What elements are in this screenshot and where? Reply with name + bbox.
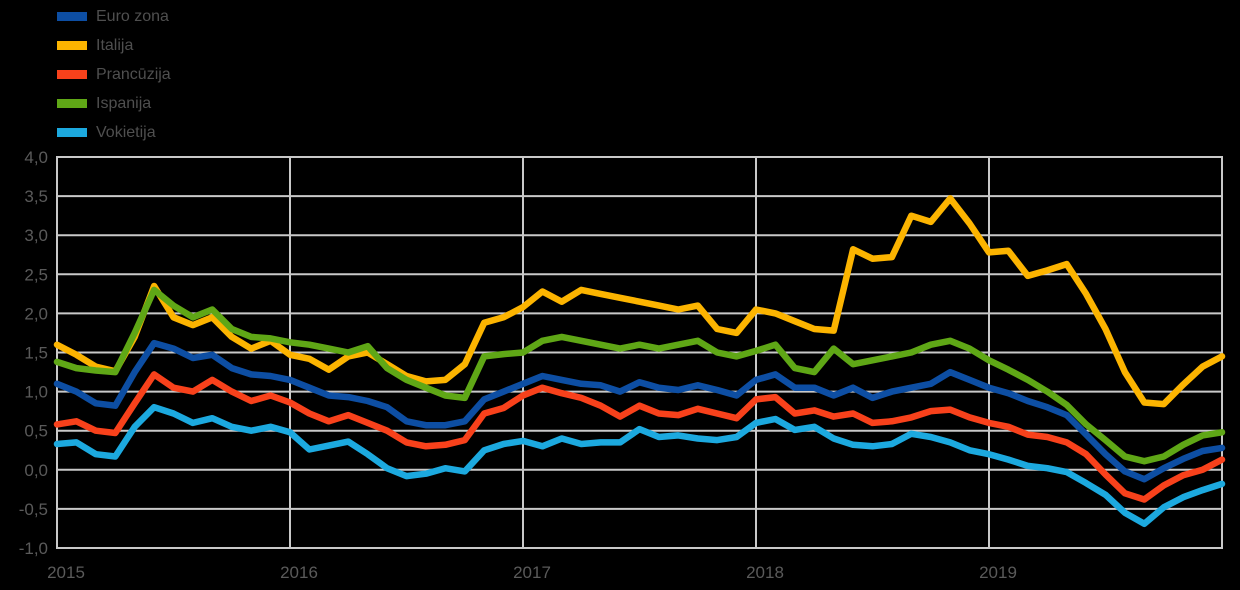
y-axis-labels: 4,0 3,5 3,0 2,5 2,0 1,5 1,0 0,5 0,0 -0,5 -1,0 <box>19 148 48 558</box>
legend-swatch-france-icon <box>57 70 87 79</box>
legend-item-france: Prancūzija <box>57 60 171 89</box>
x-tick-label: 2019 <box>979 563 1017 582</box>
y-tick-label: 1,5 <box>24 344 48 363</box>
chart-legend: Euro zona Italija Prancūzija Ispanija Vo… <box>57 2 171 147</box>
legend-swatch-eurozone-icon <box>57 12 87 21</box>
legend-item-eurozone: Euro zona <box>57 2 171 31</box>
legend-label-france: Prancūzija <box>96 65 171 83</box>
x-axis-labels: 2015 2016 2017 2018 2019 <box>47 563 1017 582</box>
gridlines <box>56 156 1223 549</box>
series-line-prancūzija <box>53 371 1226 503</box>
y-tick-label: 3,0 <box>24 226 48 245</box>
y-tick-label: 2,5 <box>24 265 48 284</box>
plot-border <box>56 156 1223 549</box>
legend-swatch-italy-icon <box>57 41 87 50</box>
legend-label-germany: Vokietija <box>96 123 156 141</box>
x-tick-label: 2015 <box>47 563 85 582</box>
legend-item-spain: Ispanija <box>57 89 171 118</box>
x-tick-label: 2017 <box>513 563 551 582</box>
legend-swatch-spain-icon <box>57 99 87 108</box>
y-tick-label: 0,0 <box>24 461 48 480</box>
legend-item-germany: Vokietija <box>57 118 171 147</box>
y-tick-label: -0,5 <box>19 500 48 519</box>
series-line-ispanija <box>53 286 1226 465</box>
x-tick-label: 2018 <box>746 563 784 582</box>
y-tick-label: 3,5 <box>24 187 48 206</box>
x-tick-label: 2016 <box>280 563 318 582</box>
legend-label-eurozone: Euro zona <box>96 7 169 25</box>
series-line-euro-zona <box>53 339 1226 483</box>
y-tick-label: -1,0 <box>19 539 48 558</box>
y-tick-label: 2,0 <box>24 304 48 323</box>
y-tick-label: 4,0 <box>24 148 48 167</box>
series-lines <box>53 195 1226 528</box>
legend-item-italy: Italija <box>57 31 171 60</box>
legend-label-spain: Ispanija <box>96 94 152 112</box>
legend-swatch-germany-icon <box>57 128 87 137</box>
legend-label-italy: Italija <box>96 36 134 54</box>
series-line-vokietija <box>53 403 1226 528</box>
series-line-italija <box>53 195 1226 408</box>
y-tick-label: 0,5 <box>24 422 48 441</box>
y-tick-label: 1,0 <box>24 383 48 402</box>
